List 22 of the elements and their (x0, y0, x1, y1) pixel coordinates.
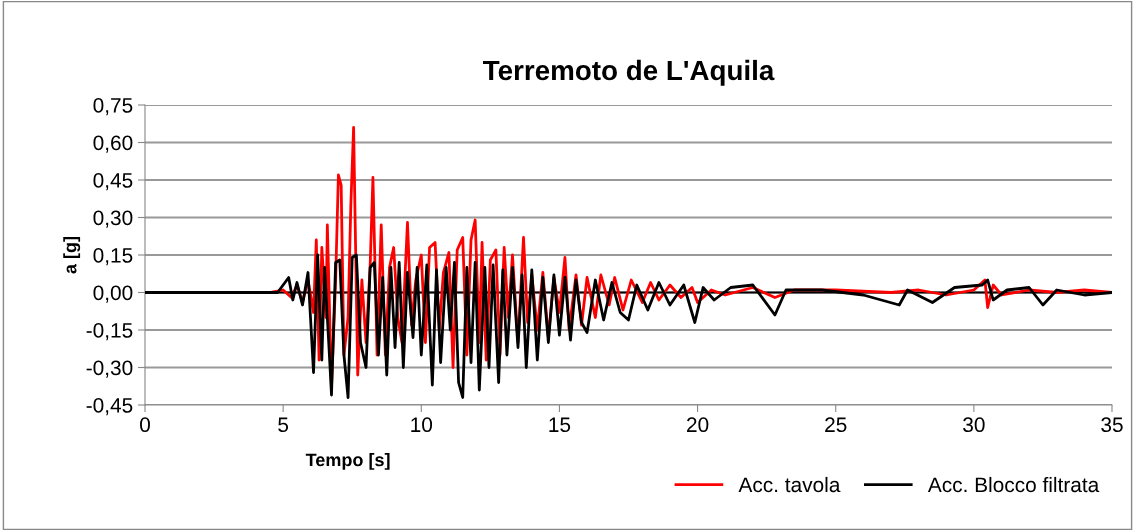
x-tick-label: 5 (278, 417, 289, 433)
x-tick-label: 0 (140, 417, 150, 433)
y-tick-label: 0,15 (93, 248, 133, 266)
y-tick-label: 0,75 (93, 98, 133, 116)
legend-label: Acc. tavola (738, 476, 841, 493)
y-tick-label: 0,00 (93, 285, 133, 303)
y-tick-label: 0,60 (93, 135, 133, 153)
x-tick-label: 20 (687, 417, 709, 433)
y-tick-label: 0,30 (93, 210, 133, 228)
x-tick-label: 30 (963, 417, 985, 433)
y-tick-label: -0,30 (86, 360, 133, 378)
x-axis-title: Tempo [s] (305, 453, 390, 470)
y-tick-label: -0,15 (86, 323, 133, 341)
chart-title: Terremoto de L'Aquila (483, 59, 775, 86)
x-tick-label: 35 (1101, 417, 1123, 433)
y-tick-label: 0,45 (93, 173, 133, 191)
x-tick-label: 10 (411, 417, 433, 433)
x-tick-label: 25 (825, 417, 847, 433)
x-tick-label: 15 (549, 417, 571, 433)
y-axis-title: a [g] (63, 236, 81, 274)
legend-label: Acc. Blocco filtrata (927, 476, 1100, 493)
y-tick-label: -0,45 (86, 398, 133, 416)
